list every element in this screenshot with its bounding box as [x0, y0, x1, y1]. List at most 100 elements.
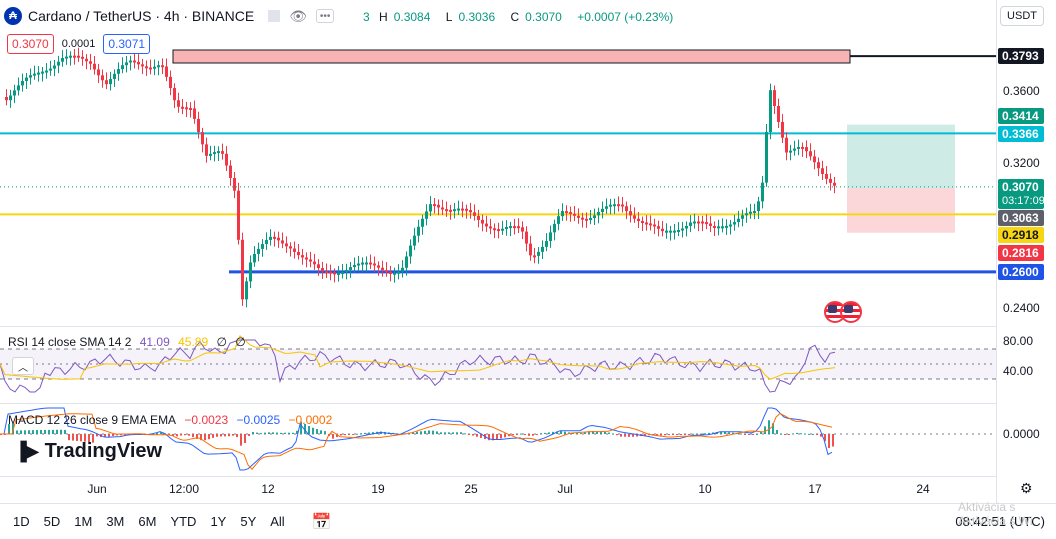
pane-separator[interactable]	[0, 326, 996, 327]
candle-body	[437, 204, 440, 208]
range-ytd-button[interactable]: YTD	[170, 514, 197, 529]
candle-body	[9, 95, 12, 101]
macd-histogram-bar	[272, 432, 274, 434]
candle-body	[809, 151, 812, 157]
macd-histogram-bar	[680, 434, 682, 435]
macd-histogram-bar	[488, 434, 490, 441]
resistance-zone	[172, 49, 851, 64]
utc-clock[interactable]: 08:42:51 (UTC)	[955, 514, 1045, 529]
candle-body	[309, 259, 312, 262]
chart-canvas[interactable]	[0, 0, 996, 476]
candle-body	[257, 248, 260, 254]
open-tail: 3	[363, 10, 370, 24]
flag-icon[interactable]	[268, 10, 281, 22]
time-label: 19	[371, 482, 385, 496]
candle-body	[217, 151, 220, 154]
range-1d-button[interactable]: 1D	[13, 514, 30, 529]
candle-body	[441, 207, 444, 210]
range-1m-button[interactable]: 1M	[74, 514, 93, 529]
macd-histogram-bar	[244, 434, 246, 444]
pane-separator[interactable]	[0, 403, 996, 404]
more-icon[interactable]: •••	[316, 9, 335, 23]
macd-histogram-bar	[804, 433, 806, 435]
candle-body	[37, 72, 40, 75]
range-5d-button[interactable]: 5D	[43, 514, 61, 529]
range-5y-button[interactable]: 5Y	[240, 514, 257, 529]
calendar-range-icon[interactable]: 📅	[311, 513, 332, 531]
range-6m-button[interactable]: 6M	[138, 514, 157, 529]
macd-histogram-bar	[52, 429, 54, 434]
time-axis[interactable]: Jun 12:00 12 19 25 Jul 10 17 24	[0, 476, 996, 503]
us-flag-icon[interactable]	[840, 301, 862, 323]
macd-histogram-bar	[692, 433, 694, 435]
symbol-title[interactable]: Cardano / TetherUS · 4h · BINANCE	[28, 8, 255, 24]
gear-icon[interactable]: ⚙	[1020, 480, 1033, 496]
price-scale[interactable]: 0.3600 0.3200 0.2400 80.00 40.00 0.0000 …	[996, 0, 1056, 503]
candle-body	[577, 215, 580, 218]
macd-histogram-bar	[280, 432, 282, 434]
candle-body	[189, 108, 192, 111]
sell-button[interactable]: 0.3070	[7, 34, 54, 54]
candle-body	[337, 272, 340, 275]
candle-body	[561, 211, 564, 217]
macd-histogram-bar	[620, 434, 622, 437]
low-value: 0.3036	[458, 10, 496, 24]
buy-button[interactable]: 0.3071	[103, 34, 151, 54]
range-1y-button[interactable]: 1Y	[210, 514, 227, 529]
time-label: 24	[916, 482, 930, 496]
candle-body	[785, 137, 788, 153]
macd-histogram-bar	[592, 430, 594, 434]
range-all-button[interactable]: All	[270, 514, 285, 529]
collapse-chevron-icon[interactable]: ︿	[12, 357, 34, 375]
macd-histogram-bar	[628, 434, 630, 437]
time-label: 17	[808, 482, 822, 496]
resistance-price-label: 0.3793	[998, 48, 1044, 64]
last-price-label: 0.3070 03:17:09	[998, 179, 1045, 209]
candle-body	[209, 153, 212, 156]
candle-body	[77, 55, 80, 58]
macd-histogram-bar	[596, 431, 598, 434]
candle-body	[649, 223, 652, 226]
candle-body	[17, 85, 20, 91]
trade-buttons: 0.3070 0.0001 0.3071	[7, 34, 151, 54]
macd-histogram-bar	[496, 434, 498, 440]
candle-body	[221, 151, 224, 154]
candle-body	[669, 230, 672, 233]
rsi-legend[interactable]: RSI 14 close SMA 14 2 41.09 45.89 ∅ ∅	[8, 335, 251, 349]
candle-body	[481, 219, 484, 224]
currency-selector[interactable]: USDT	[1000, 6, 1044, 26]
candle-body	[641, 221, 644, 224]
candle-body	[601, 208, 604, 213]
candle-body	[85, 58, 88, 62]
candle-body	[33, 73, 36, 76]
macd-histogram-bar	[224, 434, 226, 437]
candle-body	[245, 281, 248, 300]
candle-body	[293, 248, 296, 252]
macd-histogram-bar	[96, 434, 98, 437]
support-price-label: 0.2600	[998, 264, 1044, 280]
macd-title: MACD 12 26 close 9 EMA EMA	[8, 413, 177, 427]
macd-zero-tick: 0.0000	[1003, 427, 1040, 441]
candle-body	[149, 67, 152, 70]
range-3m-button[interactable]: 3M	[106, 514, 125, 529]
economic-events[interactable]	[824, 301, 862, 323]
macd-legend[interactable]: MACD 12 26 close 9 EMA EMA −0.0023 −0.00…	[8, 413, 337, 427]
candle-body	[517, 226, 520, 229]
candle-body	[137, 61, 140, 65]
macd-histogram-bar	[664, 434, 666, 436]
candle-body	[405, 256, 408, 268]
macd-histogram-bar	[56, 429, 58, 434]
symbol-legend[interactable]: ₳ Cardano / TetherUS · 4h · BINANCE 👁 ••…	[4, 5, 335, 27]
tradingview-logo[interactable]: ▐▶ TradingView	[14, 440, 162, 463]
macd-histogram-bar	[372, 432, 374, 434]
candle-body	[725, 225, 728, 228]
candle-body	[353, 265, 356, 268]
candle-body	[765, 132, 768, 183]
macd-histogram-bar	[204, 434, 206, 441]
macd-histogram-bar	[68, 434, 70, 441]
macd-histogram-bar	[216, 434, 218, 437]
target-price-label: 0.3414	[998, 108, 1044, 124]
eye-icon[interactable]: 👁	[289, 7, 308, 24]
rsi-upper-tick: 80.00	[1003, 334, 1034, 348]
candle-body	[173, 88, 176, 101]
